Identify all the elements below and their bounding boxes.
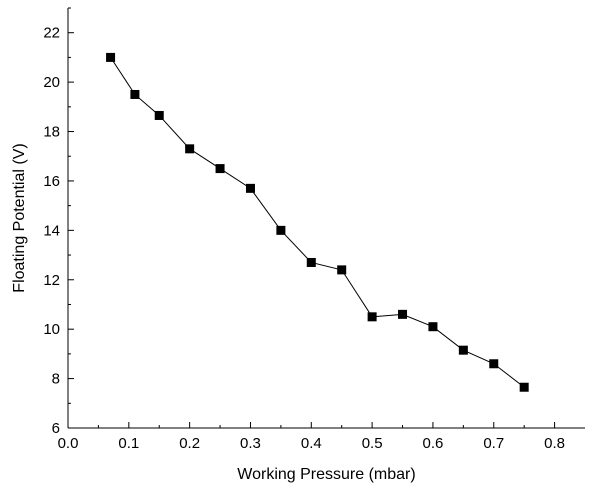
- data-point: [337, 265, 347, 275]
- y-tick-label: 18: [43, 124, 60, 141]
- data-point: [306, 257, 316, 267]
- x-tick-label: 0.8: [544, 435, 565, 452]
- plot-area: 0.0 0.1 0.2 0.3 0.4 0.5 0.6 0.7 0.8 6 8 10 12 14 16 18…: [43, 7, 585, 452]
- series-layer: [106, 52, 529, 392]
- data-point: [489, 359, 499, 369]
- data-point: [215, 164, 225, 174]
- data-point: [276, 225, 286, 235]
- data-point: [106, 52, 116, 62]
- x-tick-label: 0.0: [58, 435, 79, 452]
- y-tick-label: 20: [43, 74, 60, 91]
- data-point: [154, 110, 164, 120]
- y-tick-label: 22: [43, 25, 60, 42]
- data-point: [398, 309, 408, 319]
- y-tick-label: 14: [43, 222, 60, 239]
- x-tick-label: 0.3: [240, 435, 261, 452]
- data-point: [185, 144, 195, 154]
- data-point: [519, 382, 529, 392]
- x-tick-label: 0.1: [118, 435, 139, 452]
- x-tick-label: 0.2: [179, 435, 200, 452]
- data-point: [428, 322, 438, 332]
- y-tick-label: 12: [43, 272, 60, 289]
- x-tick-label: 0.6: [423, 435, 444, 452]
- series-line: [110, 57, 525, 388]
- y-axis-ticks: 6 8 10 12 14 16 18 20 22: [43, 7, 74, 437]
- x-axis-label: Working Pressure (mbar): [237, 466, 415, 483]
- y-axis-label: Floating Potential (V): [11, 143, 28, 292]
- data-point: [367, 312, 377, 322]
- y-tick-label: 10: [43, 321, 60, 338]
- x-tick-label: 0.7: [483, 435, 504, 452]
- y-tick-label: 6: [52, 420, 60, 437]
- x-tick-label: 0.5: [362, 435, 383, 452]
- x-axis-ticks: 0.0 0.1 0.2 0.3 0.4 0.5 0.6 0.7 0.8: [58, 422, 565, 452]
- data-point: [130, 89, 140, 99]
- y-tick-label: 8: [52, 371, 60, 388]
- x-tick-label: 0.4: [301, 435, 322, 452]
- data-point: [245, 183, 255, 193]
- data-point: [458, 345, 468, 355]
- y-tick-label: 16: [43, 173, 60, 190]
